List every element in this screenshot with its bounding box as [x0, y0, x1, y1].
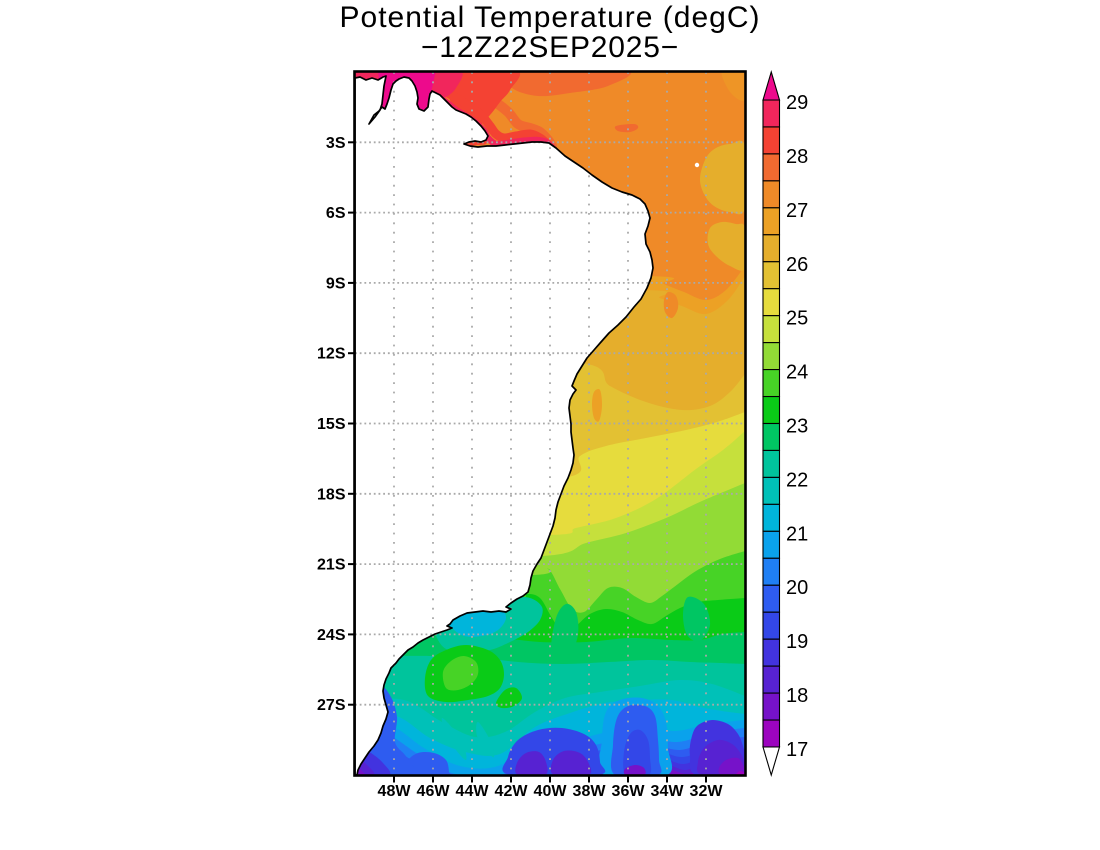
- svg-text:29: 29: [786, 92, 808, 114]
- svg-text:40W: 40W: [534, 783, 568, 800]
- svg-text:38W: 38W: [573, 783, 607, 800]
- svg-text:21: 21: [786, 523, 808, 545]
- svg-text:22: 22: [786, 469, 808, 491]
- svg-text:48W: 48W: [378, 783, 412, 800]
- svg-text:46W: 46W: [417, 783, 451, 800]
- svg-text:20: 20: [786, 577, 808, 599]
- svg-text:18: 18: [786, 685, 808, 707]
- svg-text:28: 28: [786, 146, 808, 168]
- svg-text:34W: 34W: [651, 783, 685, 800]
- svg-text:36W: 36W: [612, 783, 646, 800]
- svg-text:Potential Temperature (degC): Potential Temperature (degC): [340, 1, 761, 34]
- svg-text:23: 23: [786, 416, 808, 438]
- svg-text:21S: 21S: [317, 557, 346, 574]
- svg-text:17: 17: [786, 739, 808, 761]
- svg-text:3S: 3S: [326, 135, 346, 152]
- svg-text:26: 26: [786, 254, 808, 276]
- svg-text:19: 19: [786, 631, 808, 653]
- svg-text:27: 27: [786, 200, 808, 222]
- svg-text:18S: 18S: [317, 486, 346, 503]
- svg-text:−12Z22SEP2025−: −12Z22SEP2025−: [421, 31, 679, 64]
- svg-text:12S: 12S: [317, 346, 346, 363]
- svg-text:24: 24: [786, 362, 808, 384]
- svg-text:9S: 9S: [326, 275, 346, 292]
- svg-text:25: 25: [786, 308, 808, 330]
- svg-text:6S: 6S: [326, 205, 346, 222]
- svg-text:15S: 15S: [317, 416, 346, 433]
- svg-text:42W: 42W: [495, 783, 529, 800]
- svg-text:44W: 44W: [456, 783, 490, 800]
- svg-text:24S: 24S: [317, 627, 346, 644]
- svg-text:32W: 32W: [690, 783, 724, 800]
- svg-text:27S: 27S: [317, 697, 346, 714]
